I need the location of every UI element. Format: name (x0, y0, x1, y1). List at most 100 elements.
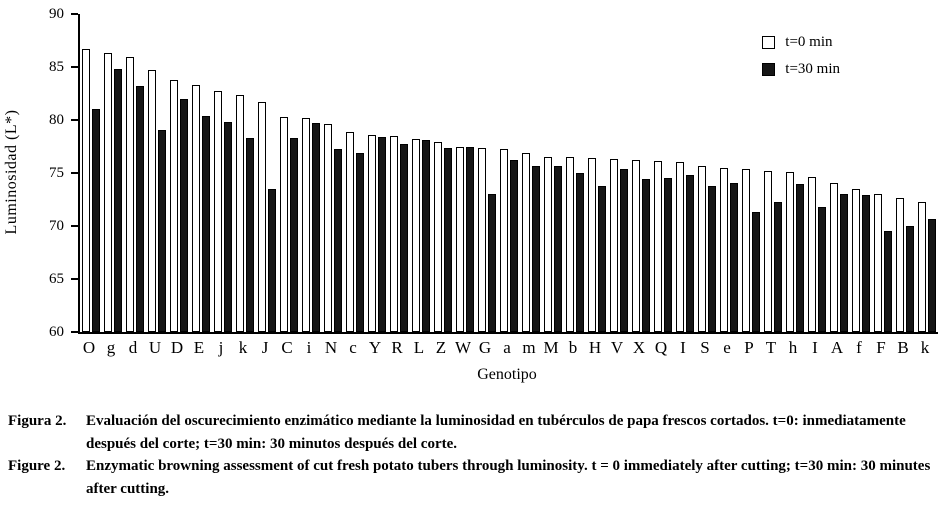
bar-group-k (234, 14, 256, 332)
x-category-label: N (324, 338, 338, 357)
x-category-label: Q (654, 338, 668, 357)
bar-t0-e (720, 167, 728, 332)
bar-t30-B (906, 226, 914, 332)
bar-group-P (740, 14, 762, 332)
bar-t30-F (884, 231, 892, 332)
x-category-label: Y (368, 338, 382, 357)
y-tick-label: 90 (49, 6, 64, 22)
bar-t30-R (400, 144, 408, 332)
bar-t30-b (576, 173, 584, 332)
bar-group-d (124, 14, 146, 332)
x-category-label: c (349, 338, 357, 357)
bar-t0-O (82, 48, 90, 332)
bar-group-H (586, 14, 608, 332)
bar-t30-V (620, 168, 628, 332)
bar-group-T (762, 14, 784, 332)
bar-t30-g (114, 69, 122, 332)
bar-group-m (520, 14, 542, 332)
legend-swatch-t0-icon (762, 36, 776, 49)
bar-t30-M (554, 165, 562, 332)
bar-t0-Z (434, 142, 442, 332)
bar-t0-L (412, 139, 420, 332)
bar-chart: Luminosidad (L*) 60 65 70 75 80 85 90 t=0 min … (0, 6, 938, 383)
bar-group-i (300, 14, 322, 332)
bar-t30-C (290, 138, 298, 332)
bar-t30-k (928, 218, 936, 332)
bar-t0-B (896, 198, 904, 332)
bar-group-a (498, 14, 520, 332)
bar-group-f (850, 14, 872, 332)
bar-group-G (476, 14, 498, 332)
bar-group-e (718, 14, 740, 332)
bar-t0-Q (654, 161, 662, 332)
bar-group-R (388, 14, 410, 332)
bar-t0-N (324, 124, 332, 332)
bar-group-Q (652, 14, 674, 332)
bar-t0-F (874, 194, 882, 332)
x-category-label: D (170, 338, 184, 357)
caption-entry: Figura 2. Evaluación del oscurecimiento e… (8, 410, 944, 455)
x-category-label: U (148, 338, 162, 357)
bar-t30-Y (378, 136, 386, 332)
bar-t30-c (356, 152, 364, 332)
bar-t30-S (708, 185, 716, 332)
bar-t0-c (346, 131, 354, 332)
bar-t0-i (302, 117, 310, 332)
y-tick-mark (71, 331, 78, 333)
x-category-label: T (765, 338, 777, 357)
x-category-label: I (812, 338, 818, 357)
x-category-label: H (588, 338, 602, 357)
x-category-label: E (193, 338, 205, 357)
bar-t0-C (280, 116, 288, 332)
y-tick-label: 60 (49, 324, 64, 340)
y-tick-label: 65 (49, 271, 64, 288)
bar-group-Y (366, 14, 388, 332)
x-category-label: h (788, 338, 798, 357)
plot-area: t=0 min t=30 min (78, 14, 938, 334)
x-category-label: I (680, 338, 686, 357)
bar-t0-U (148, 70, 156, 332)
bar-group-h (784, 14, 806, 332)
legend-label-t0: t=0 min (785, 34, 833, 50)
bar-group-E (190, 14, 212, 332)
x-category-label: C (281, 338, 293, 357)
bar-group-X (630, 14, 652, 332)
bar-t0-X (632, 160, 640, 332)
y-tick-mark (71, 119, 78, 122)
x-category-label: M (543, 338, 559, 357)
x-category-label: a (503, 338, 511, 357)
bar-t0-d (126, 57, 134, 332)
bar-group-U (146, 14, 168, 332)
bar-group-C (278, 14, 300, 332)
bar-group-c (344, 14, 366, 332)
x-category-label: b (568, 338, 578, 357)
bar-t30-T (774, 201, 782, 332)
bar-t30-U (158, 129, 166, 332)
bar-t30-k (246, 138, 254, 332)
bar-t0-J (258, 101, 266, 332)
bar-t0-H (588, 158, 596, 332)
x-category-label: G (478, 338, 492, 357)
bar-t0-b (566, 157, 574, 332)
x-category-label: i (306, 338, 312, 357)
bar-t0-I (808, 177, 816, 332)
y-axis-ticks: 60 65 70 75 80 85 90 (0, 6, 78, 340)
bar-t0-a (500, 148, 508, 332)
bar-group-j (212, 14, 234, 332)
bar-t0-S (698, 165, 706, 332)
bar-t30-I (686, 175, 694, 332)
bar-group-S (696, 14, 718, 332)
bar-t0-V (610, 159, 618, 332)
x-category-label: V (610, 338, 624, 357)
figure-caption: Figura 2. Evaluación del oscurecimiento e… (8, 410, 944, 500)
y-tick-label: 75 (49, 165, 64, 181)
bar-group-k (916, 14, 938, 332)
y-tick-mark (71, 225, 78, 228)
x-category-label: F (876, 338, 886, 357)
bar-group-F (872, 14, 894, 332)
bar-t0-E (192, 85, 200, 332)
bar-group-I (806, 14, 828, 332)
y-tick-mark (71, 13, 78, 15)
